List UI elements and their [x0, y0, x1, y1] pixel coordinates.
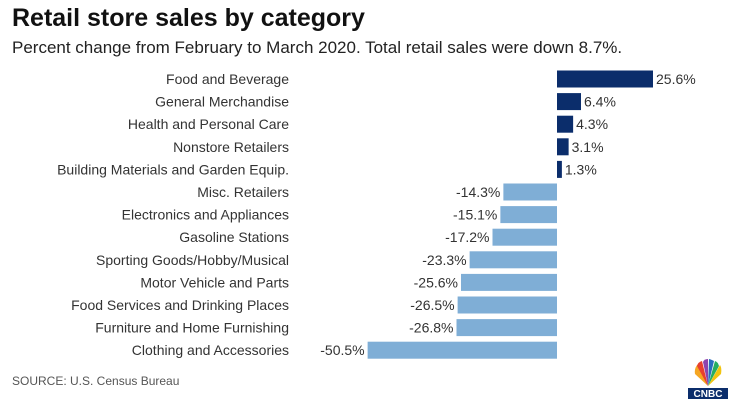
- value-label: -26.8%: [409, 320, 453, 336]
- bar: [469, 251, 557, 269]
- bar: [500, 206, 557, 224]
- bar: [557, 160, 562, 178]
- category-label: Food Services and Drinking Places: [71, 297, 289, 313]
- bar: [557, 70, 653, 88]
- cnbc-peacock-logo: CNBC: [688, 359, 728, 400]
- category-label: Furniture and Home Furnishing: [95, 320, 289, 336]
- bar: [456, 319, 557, 337]
- category-label: Building Materials and Garden Equip.: [57, 161, 289, 177]
- value-label: 1.3%: [565, 161, 597, 177]
- bar: [367, 341, 557, 359]
- chart-title: Retail store sales by category: [12, 4, 365, 32]
- value-label: -15.1%: [453, 207, 497, 223]
- value-label: -26.5%: [410, 297, 454, 313]
- value-label: -23.3%: [422, 252, 466, 268]
- value-label: 4.3%: [576, 116, 608, 132]
- bar: [557, 138, 569, 156]
- category-label: Clothing and Accessories: [132, 342, 289, 358]
- category-label: Gasoline Stations: [179, 229, 289, 245]
- category-label: Electronics and Appliances: [122, 207, 289, 223]
- bar: [492, 228, 557, 246]
- chart-subtitle: Percent change from February to March 20…: [12, 38, 623, 57]
- category-label: General Merchandise: [155, 94, 289, 110]
- value-label: 3.1%: [572, 139, 604, 155]
- category-label: Food and Beverage: [166, 71, 289, 87]
- value-label: -14.3%: [456, 184, 500, 200]
- source-note: SOURCE: U.S. Census Bureau: [12, 374, 180, 388]
- bar: [503, 183, 557, 201]
- value-label: 25.6%: [656, 71, 696, 87]
- value-label: -50.5%: [320, 342, 364, 358]
- logo-text: CNBC: [694, 389, 723, 400]
- category-label: Nonstore Retailers: [173, 139, 289, 155]
- category-label: Motor Vehicle and Parts: [140, 274, 289, 290]
- bar: [461, 273, 557, 291]
- value-label: -17.2%: [445, 229, 489, 245]
- category-label: Misc. Retailers: [197, 184, 289, 200]
- bar: [457, 296, 557, 314]
- value-label: -25.6%: [414, 274, 458, 290]
- bar: [557, 115, 574, 133]
- bar-chart: Food and Beverage 25.6% General Merchandis…: [57, 70, 696, 359]
- category-label: Health and Personal Care: [128, 116, 289, 132]
- bar: [557, 93, 581, 111]
- value-label: 6.4%: [584, 94, 616, 110]
- category-label: Sporting Goods/Hobby/Musical: [96, 252, 289, 268]
